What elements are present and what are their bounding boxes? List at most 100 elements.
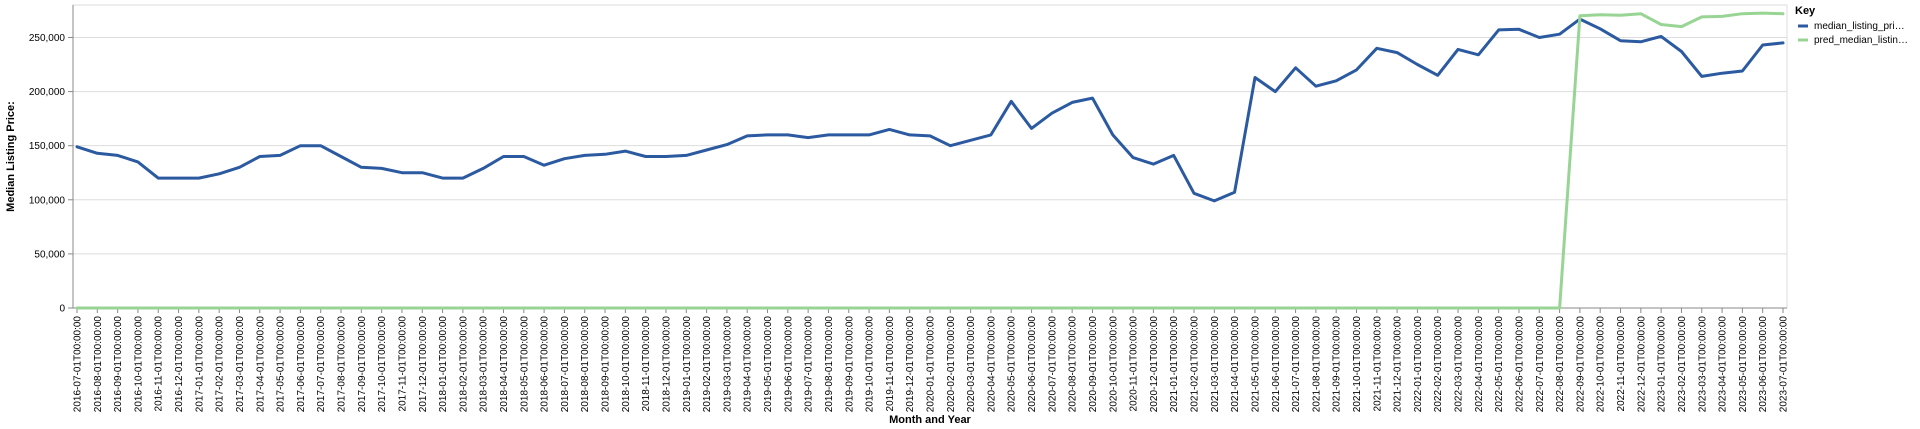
x-tick-label: 2022-11-01T00:00:00: [1616, 316, 1627, 412]
x-tick-label: 2021-05-01T00:00:00: [1250, 316, 1261, 413]
x-tick-label: 2021-10-01T00:00:00: [1352, 316, 1363, 413]
x-tick-label: 2019-07-01T00:00:00: [804, 316, 815, 413]
x-tick-label: 2019-04-01T00:00:00: [743, 316, 754, 413]
x-tick-label: 2019-02-01T00:00:00: [702, 316, 713, 413]
x-tick-label: 2019-09-01T00:00:00: [844, 316, 855, 413]
y-tick-label: 250,000: [29, 33, 66, 44]
x-tick-label: 2020-12-01T00:00:00: [1149, 316, 1160, 413]
x-tick-label: 2018-02-01T00:00:00: [458, 316, 469, 413]
y-axis-title: Median Listing Price:: [5, 101, 17, 212]
x-tick-label: 2019-12-01T00:00:00: [905, 316, 916, 413]
x-tick-label: 2023-03-01T00:00:00: [1697, 316, 1708, 413]
x-tick-label: 2021-01-01T00:00:00: [1169, 316, 1180, 413]
x-tick-label: 2017-01-01T00:00:00: [194, 316, 205, 413]
x-tick-label: 2016-11-01T00:00:00: [154, 316, 165, 412]
x-tick-label: 2020-06-01T00:00:00: [1027, 316, 1038, 413]
x-tick-label: 2018-10-01T00:00:00: [621, 316, 632, 413]
x-tick-label: 2017-03-01T00:00:00: [235, 316, 246, 413]
x-tick-label: 2017-11-01T00:00:00: [397, 316, 408, 412]
x-tick-label: 2017-10-01T00:00:00: [377, 316, 388, 413]
x-tick-label: 2018-09-01T00:00:00: [601, 316, 612, 413]
x-tick-label: 2021-08-01T00:00:00: [1311, 316, 1322, 413]
x-tick-label: 2018-06-01T00:00:00: [540, 316, 551, 413]
x-tick-label: 2018-03-01T00:00:00: [479, 316, 490, 413]
x-tick-label: 2021-02-01T00:00:00: [1190, 316, 1201, 413]
legend: Key median_listing_pri… pred_median_listi…: [1795, 5, 1908, 46]
x-tick-label: 2022-06-01T00:00:00: [1514, 316, 1525, 413]
x-tick-label: 2023-02-01T00:00:00: [1677, 316, 1688, 413]
y-tick-label: 50,000: [34, 249, 65, 260]
x-tick-label: 2023-06-01T00:00:00: [1758, 316, 1769, 413]
x-tick-label: 2021-12-01T00:00:00: [1393, 316, 1404, 413]
x-tick-label: 2021-04-01T00:00:00: [1230, 316, 1241, 413]
x-tick-label: 2020-02-01T00:00:00: [946, 316, 957, 413]
x-tick-label: 2018-11-01T00:00:00: [641, 316, 652, 412]
x-tick-label: 2019-10-01T00:00:00: [865, 316, 876, 413]
legend-title: Key: [1795, 5, 1816, 17]
x-tick-label: 2017-07-01T00:00:00: [316, 316, 327, 413]
x-tick-label: 2018-04-01T00:00:00: [499, 316, 510, 413]
x-tick-label: 2017-12-01T00:00:00: [418, 316, 429, 413]
x-tick-label: 2016-12-01T00:00:00: [174, 316, 185, 413]
x-tick-label: 2017-04-01T00:00:00: [255, 316, 266, 413]
x-tick-label: 2018-01-01T00:00:00: [438, 316, 449, 413]
x-tick-label: 2022-12-01T00:00:00: [1636, 316, 1647, 413]
x-tick-label: 2020-11-01T00:00:00: [1129, 316, 1140, 412]
x-tick-label: 2017-05-01T00:00:00: [276, 316, 287, 413]
x-tick-label: 2022-05-01T00:00:00: [1494, 316, 1505, 413]
x-tick-label: 2019-01-01T00:00:00: [682, 316, 693, 413]
x-tick-label: 2021-09-01T00:00:00: [1332, 316, 1343, 413]
x-axis: 2016-07-01T00:00:00 2016-08-01T00:00:00 20…: [73, 307, 1790, 413]
x-tick-label: 2020-05-01T00:00:00: [1007, 316, 1018, 413]
x-tick-label: 2021-11-01T00:00:00: [1372, 316, 1383, 412]
x-tick-label: 2020-08-01T00:00:00: [1068, 316, 1079, 413]
x-tick-label: 2022-09-01T00:00:00: [1575, 316, 1586, 413]
y-tick-label: 200,000: [29, 87, 66, 98]
y-tick-label: 150,000: [29, 141, 66, 152]
x-tick-label: 2023-07-01T00:00:00: [1779, 316, 1790, 413]
x-tick-label: 2022-08-01T00:00:00: [1555, 316, 1566, 413]
x-tick-label: 2023-04-01T00:00:00: [1718, 316, 1729, 413]
series-line-1: [75, 17, 1785, 203]
x-tick-label: 2016-08-01T00:00:00: [93, 316, 104, 413]
series-lines: [75, 11, 1785, 310]
x-tick-label: 2019-08-01T00:00:00: [824, 316, 835, 413]
x-tick-label: 2020-01-01T00:00:00: [926, 316, 937, 413]
x-tick-label: 2018-12-01T00:00:00: [661, 316, 672, 413]
x-tick-label: 2020-04-01T00:00:00: [986, 316, 997, 413]
x-tick-label: 2017-06-01T00:00:00: [296, 316, 307, 413]
x-axis-title: Month and Year: [889, 414, 971, 426]
legend-label-1: median_listing_pri…: [1814, 21, 1905, 32]
y-tick-label: 100,000: [29, 195, 66, 206]
x-tick-label: 2020-03-01T00:00:00: [966, 316, 977, 413]
x-tick-label: 2019-03-01T00:00:00: [722, 316, 733, 413]
x-tick-label: 2022-01-01T00:00:00: [1413, 316, 1424, 413]
x-tick-label: 2017-08-01T00:00:00: [337, 316, 348, 413]
x-tick-label: 2019-06-01T00:00:00: [783, 316, 794, 413]
x-tick-label: 2021-06-01T00:00:00: [1271, 316, 1282, 413]
x-tick-label: 2022-04-01T00:00:00: [1474, 316, 1485, 413]
x-tick-label: 2016-07-01T00:00:00: [73, 316, 84, 413]
y-axis: 0 50,000 100,000 150,000 200,000 250,000: [29, 5, 74, 315]
x-tick-label: 2023-01-01T00:00:00: [1657, 316, 1668, 413]
x-tick-label: 2016-10-01T00:00:00: [133, 316, 144, 413]
x-tick-label: 2021-03-01T00:00:00: [1210, 316, 1221, 413]
y-tick-label: 0: [59, 304, 65, 315]
x-tick-label: 2022-03-01T00:00:00: [1454, 316, 1465, 413]
x-tick-label: 2020-10-01T00:00:00: [1108, 316, 1119, 413]
x-tick-label: 2019-05-01T00:00:00: [763, 316, 774, 413]
x-tick-label: 2018-07-01T00:00:00: [560, 316, 571, 413]
x-tick-label: 2017-09-01T00:00:00: [357, 316, 368, 413]
x-tick-label: 2022-02-01T00:00:00: [1433, 316, 1444, 413]
legend-label-2: pred_median_listin…: [1814, 35, 1908, 46]
x-tick-label: 2018-08-01T00:00:00: [580, 316, 591, 413]
x-tick-label: 2023-05-01T00:00:00: [1738, 316, 1749, 413]
x-tick-label: 2021-07-01T00:00:00: [1291, 316, 1302, 413]
x-tick-label: 2022-10-01T00:00:00: [1596, 316, 1607, 413]
x-tick-label: 2017-02-01T00:00:00: [215, 316, 226, 413]
x-tick-label: 2020-07-01T00:00:00: [1047, 316, 1058, 413]
series-line-2: [75, 11, 1785, 310]
x-tick-label: 2018-05-01T00:00:00: [519, 316, 530, 413]
